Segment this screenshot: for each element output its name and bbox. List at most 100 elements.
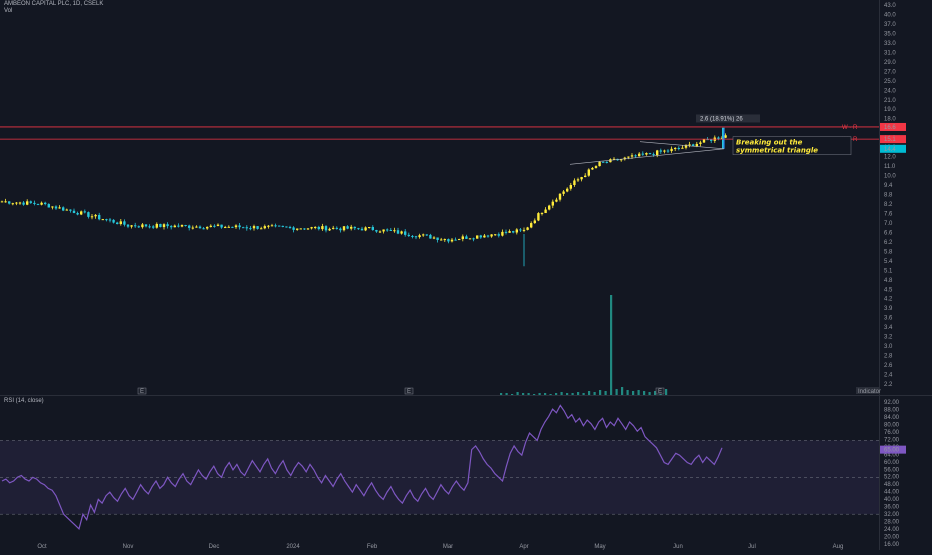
candle-body [458,239,461,241]
candle-body [58,207,61,209]
volume-bar [555,393,558,395]
candle-body [530,223,533,228]
candle-body [652,154,655,156]
price-tick-label: 8.8 [884,193,893,199]
price-tick-label: 12.0 [884,155,896,161]
candle-body [11,203,14,205]
candle-body [144,224,148,227]
volume-legend[interactable]: Vol [4,8,13,14]
time-tick-label: Jun [673,544,683,550]
resistance-level-label: W - R [842,125,858,131]
rsi-tick-label: 84.00 [884,415,900,421]
candle-body [126,224,130,227]
candle-body [231,226,234,228]
volume-bar [527,393,530,395]
candle-body [519,229,522,231]
volume-bar [522,393,525,395]
price-tick-label: 5.1 [884,268,893,274]
candle-body [638,153,641,157]
candle-body [47,204,50,208]
volume-bar [560,392,563,395]
rsi-tick-label: 44.00 [884,490,900,496]
candle-body [645,153,648,155]
candle-body [170,226,173,228]
price-tick-label: 4.5 [884,287,893,293]
candle-body [346,226,349,229]
candle-body [461,236,464,240]
volume-bar [621,387,624,395]
candle-body [72,210,76,214]
candle-body [310,227,313,229]
candle-body [155,223,158,228]
candle-body [634,155,637,157]
candle-body [242,227,245,229]
rsi-tick-label: 24.00 [884,527,900,533]
candle-body [220,224,223,228]
volume-bar [637,390,640,395]
price-tick-label: 40.0 [884,12,896,18]
candle-body [526,227,529,230]
volume-bar [544,393,547,395]
price-tick-label: 3.2 [884,335,893,341]
price-tick-label: 4.8 [884,278,893,284]
rsi-legend[interactable]: RSI (14, close) [4,398,44,404]
candle-body [209,225,212,227]
symbol-title[interactable]: AMBEON CAPITAL PLC, 1D, CSELK [4,1,104,7]
event-marker [404,387,414,395]
volume-bar [588,391,591,395]
event-marker [655,387,665,395]
candle-body [620,159,623,161]
candle-body [15,202,18,204]
candle-body [101,219,104,221]
event-marker-label: E [658,389,662,395]
candle-body [569,185,572,189]
price-tick-label: 29.0 [884,60,896,66]
rsi-tick-label: 48.00 [884,482,900,488]
candle-body [26,201,29,205]
candle-body [454,239,457,241]
candle-body [224,227,227,229]
chart-legend: AMBEON CAPITAL PLC, 1D, CSELK Vol [4,1,103,15]
candle-body [468,238,472,240]
price-tick-label: 2.6 [884,363,893,369]
rsi-tick-label: 64.00 [884,452,900,458]
candle-body [508,231,511,233]
candle-body [54,206,58,209]
price-tick-label: 5.8 [884,249,893,255]
time-tick-label: May [594,544,605,550]
price-tick-label: 35.0 [884,31,896,37]
candle-body [551,201,554,206]
candle-body [699,142,702,144]
candle-body [472,238,475,240]
annotation-line: Breaking out the [736,139,803,147]
candle-body [558,193,562,200]
candle-body [717,137,720,139]
rsi-tick-label: 76.00 [884,430,900,436]
candle-body [314,226,317,228]
candle-body [656,150,659,156]
rsi-value-tag-text: 65.00 [884,448,900,454]
price-tick-label: 18.0 [884,117,896,123]
candle-body [245,227,248,229]
candle-body [587,169,590,176]
candle-body [202,228,205,230]
indicator-badge-text: Indicator [858,389,881,395]
candle-body [418,235,421,238]
candle-body [180,225,184,227]
candle-body [36,203,40,205]
candle-body [206,226,209,229]
volume-bar [549,394,552,395]
candle-body [573,180,576,186]
candle-body [321,226,324,230]
event-marker [137,387,147,395]
rsi-tick-label: 56.00 [884,467,900,473]
candle-body [98,214,101,220]
rsi-tick-label: 92.00 [884,400,900,406]
price-tick-label: 2.2 [884,382,893,388]
volume-bar [615,389,618,395]
candle-body [29,201,32,203]
candle-body [540,213,544,215]
candle-body [141,224,144,228]
